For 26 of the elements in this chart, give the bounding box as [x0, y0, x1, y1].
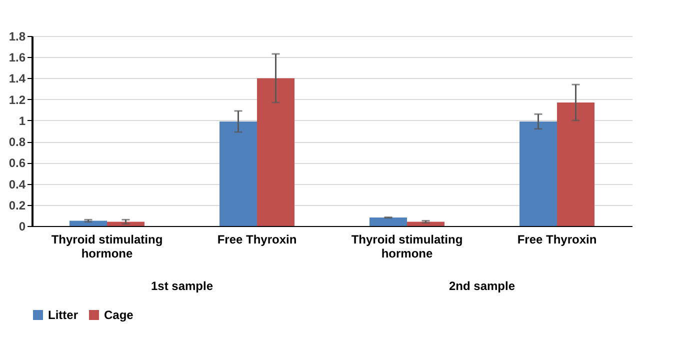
bar	[107, 222, 144, 226]
bar	[220, 122, 257, 226]
bar	[557, 102, 594, 226]
y-tick-label: 1.8	[8, 30, 26, 44]
bar	[370, 218, 407, 226]
legend-label: Cage	[104, 308, 134, 322]
y-tick-label: 0.6	[8, 156, 26, 170]
y-tick-label: 0.8	[8, 135, 26, 150]
bar	[520, 122, 557, 226]
y-tick-label: 1	[18, 114, 26, 128]
y-tick-label: 0	[18, 220, 26, 234]
bar	[407, 222, 444, 226]
y-tick-label: 1.6	[8, 50, 26, 65]
x-tick-label: Thyroid stimulating hormone	[351, 232, 463, 260]
x-tick-label: Free Thyroxin	[217, 232, 297, 246]
y-tick-label: 0.2	[8, 198, 26, 212]
bar	[257, 78, 294, 226]
legend-label: Litter	[48, 308, 78, 322]
text: 2nd sample	[448, 279, 516, 293]
x-tick-label: Thyroid stimulating hormone	[51, 232, 163, 260]
y-tick-label: 1.2	[8, 92, 26, 107]
y-tick-label: 0.4	[8, 177, 26, 192]
y-tick-label: 1.4	[8, 72, 26, 86]
text: 1st sample	[150, 279, 214, 293]
x-tick-label: Free Thyroxin	[517, 232, 597, 246]
bar	[70, 220, 107, 226]
